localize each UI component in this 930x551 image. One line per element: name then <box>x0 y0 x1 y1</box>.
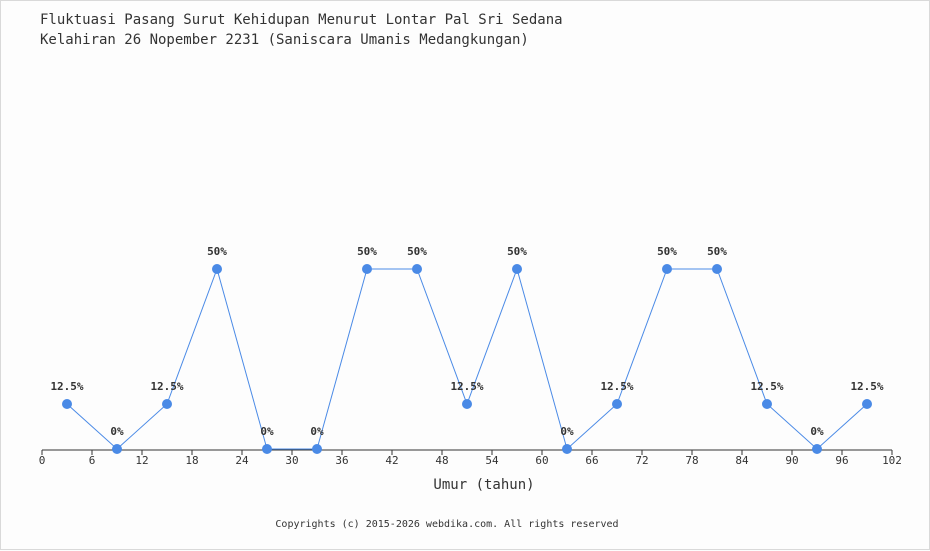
x-tick-label: 78 <box>685 454 698 467</box>
x-tick-label: 30 <box>285 454 298 467</box>
data-label: 0% <box>260 425 274 438</box>
data-label: 50% <box>657 245 677 258</box>
x-tick-label: 84 <box>735 454 749 467</box>
copyright-footer: Copyrights (c) 2015-2026 webdika.com. Al… <box>275 519 618 530</box>
data-label: 50% <box>707 245 727 258</box>
data-label: 50% <box>507 245 527 258</box>
x-tick-label: 18 <box>185 454 198 467</box>
data-series: 12.5% 0% 12.5% 50% 0% 0% 50% 50% 12.5% 50% 0% 12.5%… <box>50 245 884 454</box>
x-tick-label: 0 <box>39 454 46 467</box>
x-axis: 0 6 12 18 24 30 36 42 48 54 60 66 72 78 84 90 96 102 <box>39 449 902 467</box>
x-tick-label: 12 <box>135 454 148 467</box>
data-label: 12.5% <box>50 380 83 393</box>
x-tick-label: 72 <box>635 454 648 467</box>
data-label: 0% <box>560 425 574 438</box>
x-tick-label: 60 <box>535 454 548 467</box>
x-tick-label: 36 <box>335 454 348 467</box>
data-point <box>812 444 822 454</box>
chart-title-line1: Fluktuasi Pasang Surut Kehidupan Menurut… <box>40 12 563 28</box>
x-tick-label: 48 <box>435 454 448 467</box>
data-point <box>512 264 522 274</box>
data-label: 12.5% <box>750 380 783 393</box>
x-tick-label: 66 <box>585 454 598 467</box>
data-label: 12.5% <box>450 380 483 393</box>
chart-title-line2: Kelahiran 26 Nopember 2231 (Saniscara Um… <box>40 32 529 48</box>
x-tick-label: 90 <box>785 454 798 467</box>
data-point <box>162 399 172 409</box>
data-label: 50% <box>407 245 427 258</box>
data-label: 12.5% <box>150 380 183 393</box>
x-tick-label: 102 <box>882 454 902 467</box>
data-point <box>462 399 472 409</box>
data-point <box>362 264 372 274</box>
data-point <box>262 444 272 454</box>
data-label: 50% <box>207 245 227 258</box>
data-point <box>762 399 772 409</box>
data-label: 50% <box>357 245 377 258</box>
data-point <box>612 399 622 409</box>
data-point <box>412 264 422 274</box>
x-tick-label: 24 <box>235 454 249 467</box>
x-tick-label: 54 <box>485 454 499 467</box>
data-label: 12.5% <box>600 380 633 393</box>
x-tick-label: 42 <box>385 454 398 467</box>
data-point <box>62 399 72 409</box>
data-label: 12.5% <box>850 380 883 393</box>
data-label: 0% <box>110 425 124 438</box>
data-point <box>862 399 872 409</box>
data-point <box>712 264 722 274</box>
data-point <box>312 444 322 454</box>
x-tick-label: 6 <box>89 454 96 467</box>
data-label: 0% <box>810 425 824 438</box>
x-axis-title: Umur (tahun) <box>433 477 534 493</box>
data-point <box>662 264 672 274</box>
data-point <box>112 444 122 454</box>
data-point <box>562 444 572 454</box>
data-point <box>212 264 222 274</box>
x-tick-label: 96 <box>835 454 848 467</box>
chart-title: Fluktuasi Pasang Surut Kehidupan Menurut… <box>40 10 563 50</box>
series-line <box>66 267 868 450</box>
data-label: 0% <box>310 425 324 438</box>
